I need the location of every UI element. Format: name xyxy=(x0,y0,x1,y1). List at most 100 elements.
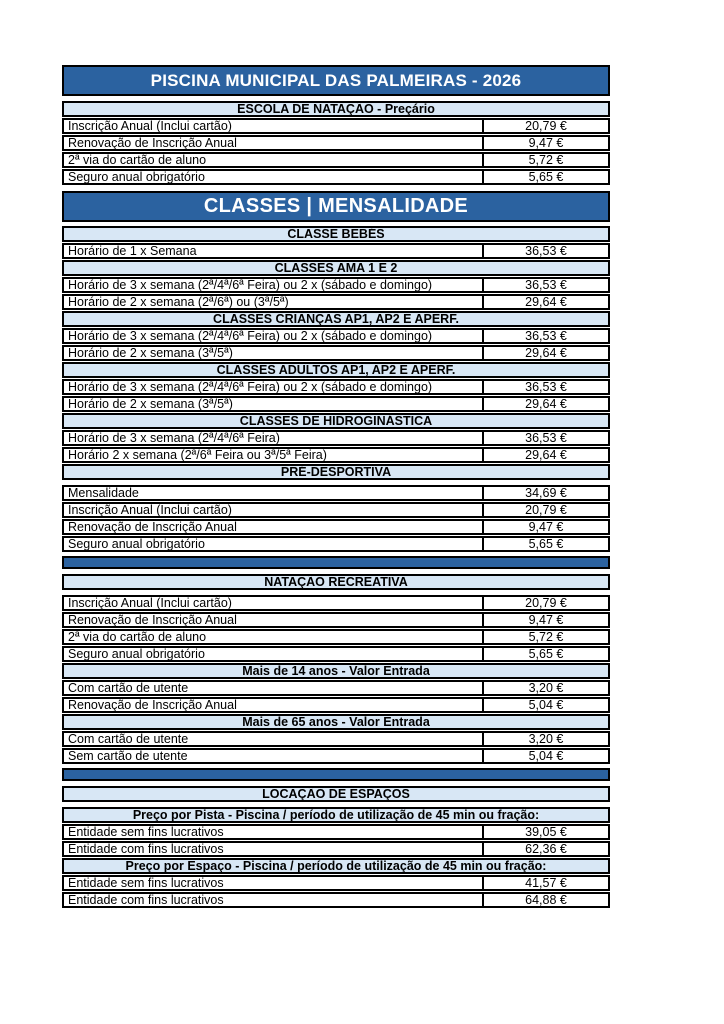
section-header: Mais de 65 anos - Valor Entrada xyxy=(62,714,610,730)
row-price: 5,04 € xyxy=(482,699,608,711)
row-price: 9,47 € xyxy=(482,137,608,149)
row-label: Com cartão de utente xyxy=(68,682,189,694)
price-row: Com cartão de utente 3,20 € xyxy=(62,680,610,696)
row-label: Horário de 3 x semana (2ª/4ª/6ª Feira) o… xyxy=(68,279,433,291)
price-row: 2ª via do cartão de aluno 5,72 € xyxy=(62,152,610,168)
row-label: Sem cartão de utente xyxy=(68,750,188,762)
spacer xyxy=(62,782,610,785)
row-label: Horário de 1 x Semana xyxy=(68,245,197,257)
price-row: Mensalidade 34,69 € xyxy=(62,485,610,501)
price-row: Entidade sem fins lucrativos 41,57 € xyxy=(62,875,610,891)
spacer xyxy=(62,553,610,555)
price-row: Horário de 3 x semana (2ª/4ª/6ª Feira) o… xyxy=(62,328,610,344)
price-row: Seguro anual obrigatório 5,65 € xyxy=(62,646,610,662)
price-row: Inscrição Anual (Inclui cartão) 20,79 € xyxy=(62,502,610,518)
row-label: Renovação de Inscrição Anual xyxy=(68,137,237,149)
section-header: CLASSE BEBÉS xyxy=(62,226,610,242)
row-label: Horário de 3 x semana (2ª/4ª/6ª Feira) o… xyxy=(68,381,433,393)
row-price: 20,79 € xyxy=(482,120,608,132)
row-price: 3,20 € xyxy=(482,682,608,694)
section-header: Preço por Espaço - Piscina / período de … xyxy=(62,858,610,874)
row-label: Horário 2 x semana (2ª/6ª Feira ou 3ª/5ª… xyxy=(68,449,327,461)
price-row: Horário de 3 x semana (2ª/4ª/6ª Feira) o… xyxy=(62,277,610,293)
section-header: CLASSES ADULTOS AP1, AP2 E APERF. xyxy=(62,362,610,378)
price-table: PISCINA MUNICIPAL DAS PALMEIRAS - 2026 ES… xyxy=(62,65,610,908)
price-row: Horário 2 x semana (2ª/6ª Feira ou 3ª/5ª… xyxy=(62,447,610,463)
price-row: Entidade com fins lucrativos 64,88 € xyxy=(62,892,610,908)
row-label: Renovação de Inscrição Anual xyxy=(68,521,237,533)
row-price: 20,79 € xyxy=(482,597,608,609)
price-row: Inscrição Anual (Inclui cartão) 20,79 € xyxy=(62,595,610,611)
row-price: 62,36 € xyxy=(482,843,608,855)
spacer xyxy=(62,591,610,594)
row-price: 9,47 € xyxy=(482,521,608,533)
price-row: 2ª via do cartão de aluno 5,72 € xyxy=(62,629,610,645)
price-row: Renovação de Inscrição Anual 9,47 € xyxy=(62,135,610,151)
price-row: Horário de 2 x semana (3ª/5ª) 29,64 € xyxy=(62,345,610,361)
section-title-band: CLASSES | MENSALIDADE xyxy=(62,191,610,222)
row-label: Entidade sem fins lucrativos xyxy=(68,826,224,838)
row-label: Seguro anual obrigatório xyxy=(68,171,205,183)
row-price: 29,64 € xyxy=(482,347,608,359)
row-label: Inscrição Anual (Inclui cartão) xyxy=(68,120,232,132)
price-row: Seguro anual obrigatório 5,65 € xyxy=(62,169,610,185)
price-row: Horário de 2 x semana (3ª/5ª) 29,64 € xyxy=(62,396,610,412)
section-header: Mais de 14 anos - Valor Entrada xyxy=(62,663,610,679)
row-price: 20,79 € xyxy=(482,504,608,516)
price-row: Horário de 2 x semana (2ª/6ª) ou (3ª/5ª)… xyxy=(62,294,610,310)
spacer xyxy=(62,765,610,767)
price-row: Horário de 1 x Semana 36,53 € xyxy=(62,243,610,259)
row-price: 29,64 € xyxy=(482,449,608,461)
row-label: Inscrição Anual (Inclui cartão) xyxy=(68,597,232,609)
row-price: 36,53 € xyxy=(482,330,608,342)
section-header: CLASSES AMA 1 E 2 xyxy=(62,260,610,276)
separator-bar xyxy=(62,556,610,569)
row-label: Horário de 2 x semana (3ª/5ª) xyxy=(68,398,233,410)
price-row: Inscrição Anual (Inclui cartão) 20,79 € xyxy=(62,118,610,134)
spacer xyxy=(62,186,610,190)
price-row: Sem cartão de utente 5,04 € xyxy=(62,748,610,764)
spacer xyxy=(62,570,610,573)
document-title-band: PISCINA MUNICIPAL DAS PALMEIRAS - 2026 xyxy=(62,65,610,96)
price-row: Horário de 3 x semana (2ª/4ª/6ª Feira) o… xyxy=(62,379,610,395)
row-label: Inscrição Anual (Inclui cartão) xyxy=(68,504,232,516)
price-row: Entidade com fins lucrativos 62,36 € xyxy=(62,841,610,857)
spacer xyxy=(62,803,610,806)
price-row: Com cartão de utente 3,20 € xyxy=(62,731,610,747)
separator-bar xyxy=(62,768,610,781)
row-price: 36,53 € xyxy=(482,381,608,393)
section-header: NATAÇÃO RECREATIVA xyxy=(62,574,610,590)
row-price: 29,64 € xyxy=(482,398,608,410)
row-price: 64,88 € xyxy=(482,894,608,906)
row-price: 5,65 € xyxy=(482,648,608,660)
row-label: Horário de 3 x semana (2ª/4ª/6ª Feira) o… xyxy=(68,330,433,342)
row-label: Renovação de Inscrição Anual xyxy=(68,699,237,711)
spacer xyxy=(62,223,610,225)
row-price: 3,20 € xyxy=(482,733,608,745)
row-price: 34,69 € xyxy=(482,487,608,499)
section-header: LOCAÇÃO DE ESPAÇOS xyxy=(62,786,610,802)
price-row: Renovação de Inscrição Anual 9,47 € xyxy=(62,519,610,535)
row-price: 39,05 € xyxy=(482,826,608,838)
spacer xyxy=(62,97,610,100)
row-label: Seguro anual obrigatório xyxy=(68,538,205,550)
row-label: Entidade sem fins lucrativos xyxy=(68,877,224,889)
row-price: 9,47 € xyxy=(482,614,608,626)
price-row: Renovação de Inscrição Anual 9,47 € xyxy=(62,612,610,628)
row-label: Horário de 3 x semana (2ª/4ª/6ª Feira) xyxy=(68,432,280,444)
row-label: Entidade com fins lucrativos xyxy=(68,843,224,855)
row-price: 5,04 € xyxy=(482,750,608,762)
row-price: 36,53 € xyxy=(482,245,608,257)
section-header: ESCOLA DE NATAÇÃO - Preçário xyxy=(62,101,610,117)
price-row: Seguro anual obrigatório 5,65 € xyxy=(62,536,610,552)
row-price: 36,53 € xyxy=(482,279,608,291)
row-price: 5,65 € xyxy=(482,538,608,550)
row-price: 36,53 € xyxy=(482,432,608,444)
price-row: Entidade sem fins lucrativos 39,05 € xyxy=(62,824,610,840)
price-row: Renovação de Inscrição Anual 5,04 € xyxy=(62,697,610,713)
row-price: 5,65 € xyxy=(482,171,608,183)
price-row: Horário de 3 x semana (2ª/4ª/6ª Feira) 36… xyxy=(62,430,610,446)
section-header: Preço por Pista - Piscina / período de u… xyxy=(62,807,610,823)
row-label: Horário de 2 x semana (2ª/6ª) ou (3ª/5ª) xyxy=(68,296,289,308)
